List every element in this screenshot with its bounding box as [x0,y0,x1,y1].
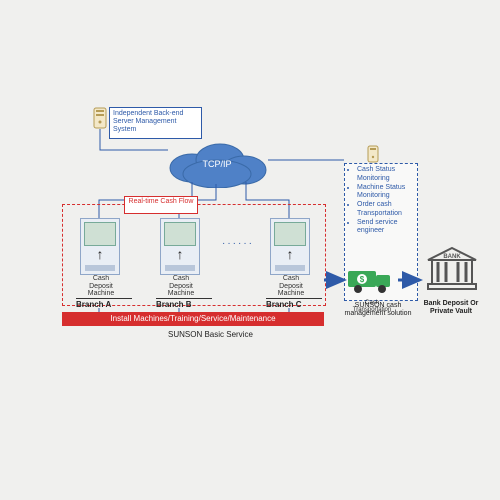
diagram-canvas: Independent Back-end Server Management S… [0,0,500,500]
flow-arrows [0,0,500,500]
solution-label: SUNSON cash management solution [340,302,416,318]
bank-label: Bank Deposit Or Private Vault [420,300,482,317]
bank-icon: BANK [426,246,478,297]
